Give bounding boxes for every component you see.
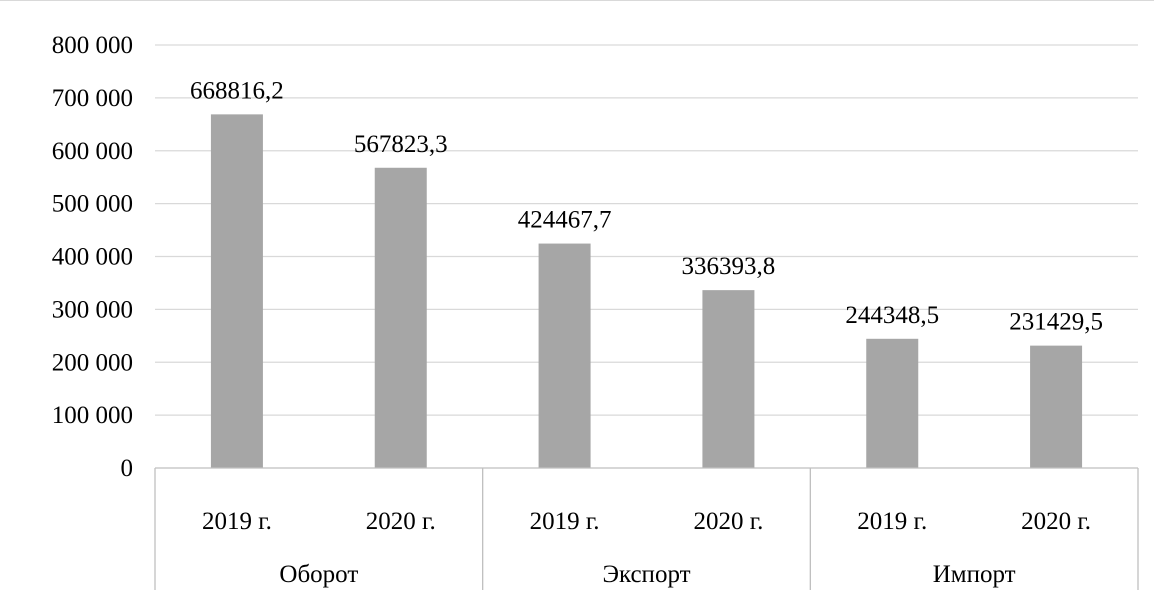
data-label: 567823,3 — [354, 131, 448, 158]
bar — [374, 167, 427, 468]
bars — [210, 114, 1083, 468]
category-label: 2020 г. — [366, 508, 436, 535]
group-label: Экспорт — [602, 561, 690, 588]
group-label: Импорт — [933, 561, 1016, 588]
bar — [702, 290, 755, 468]
bar — [1030, 345, 1083, 468]
data-label: 668816,2 — [190, 77, 284, 104]
data-label: 244348,5 — [845, 302, 939, 329]
data-label: 231429,5 — [1009, 309, 1103, 336]
category-label: 2020 г. — [1021, 508, 1091, 535]
category-label: 2019 г. — [202, 508, 272, 535]
bar — [866, 338, 919, 468]
y-tick-label: 300 000 — [52, 296, 133, 323]
y-tick-label: 200 000 — [52, 349, 133, 376]
bar — [210, 114, 263, 468]
y-tick-label: 600 000 — [52, 138, 133, 165]
group-label: Оборот — [279, 561, 358, 588]
category-label: 2020 г. — [693, 508, 763, 535]
data-label: 424467,7 — [518, 207, 612, 234]
gridlines — [155, 44, 1138, 416]
y-tick-label: 0 — [121, 455, 134, 482]
y-tick-label: 400 000 — [52, 244, 133, 271]
y-axis-tick-labels: 0 100 000 200 000 300 000 400 000 500 000 600 … — [52, 32, 133, 482]
data-labels: 668816,2 567823,3 424467,7 336393,8 244348,5… — [190, 77, 1103, 335]
category-label: 2019 г. — [530, 508, 600, 535]
bar — [538, 243, 591, 468]
category-label: 2019 г. — [857, 508, 927, 535]
y-tick-label: 100 000 — [52, 402, 133, 429]
data-label: 336393,8 — [682, 253, 776, 280]
y-tick-label: 800 000 — [52, 32, 133, 59]
y-tick-label: 700 000 — [52, 85, 133, 112]
y-tick-label: 500 000 — [52, 191, 133, 218]
